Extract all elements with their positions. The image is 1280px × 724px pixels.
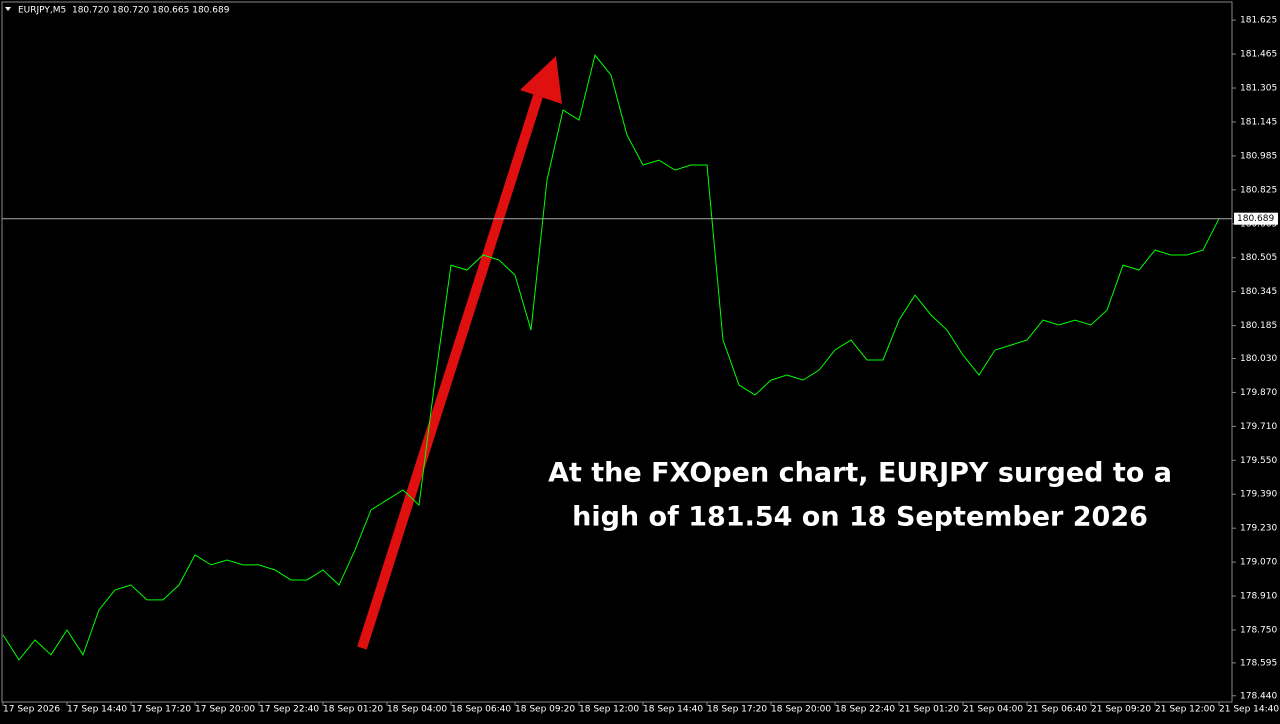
y-tick-label: 181.305	[1240, 84, 1277, 94]
dropdown-icon	[5, 7, 11, 11]
y-tick-label: 180.345	[1240, 287, 1277, 297]
y-tick-label: 181.625	[1240, 16, 1277, 26]
x-tick-label: 18 Sep 20:00	[771, 705, 831, 715]
y-tick-label: 181.145	[1240, 117, 1277, 127]
x-tick-label: 17 Sep 22:40	[259, 705, 319, 715]
y-tick-label: 180.825	[1240, 185, 1277, 195]
x-tick-label: 18 Sep 12:00	[579, 705, 639, 715]
x-tick-label: 21 Sep 09:20	[1091, 705, 1151, 715]
y-tick-label: 179.550	[1240, 456, 1277, 466]
x-tick-label: 21 Sep 06:40	[1027, 705, 1087, 715]
annotation: high of 181.54 on 18 September 2026	[572, 502, 1148, 533]
x-tick-label: 17 Sep 2026	[3, 705, 60, 715]
current-price-box	[1234, 212, 1278, 225]
x-tick-label: 21 Sep 04:00	[963, 705, 1023, 715]
y-tick-label: 178.595	[1240, 658, 1277, 668]
y-tick-label: 179.710	[1240, 422, 1277, 432]
x-tick-label: 18 Sep 06:40	[451, 705, 511, 715]
x-tick-label: 21 Sep 12:00	[1155, 705, 1215, 715]
y-tick-label: 179.390	[1240, 490, 1277, 500]
x-tick-label: 21 Sep 01:20	[899, 705, 959, 715]
current-price-label: 180.689	[1237, 214, 1274, 224]
plot-frame	[1, 1, 1233, 703]
price-line-series	[2, 54, 1220, 661]
x-tick-label: 17 Sep 17:20	[131, 705, 191, 715]
arrow	[357, 56, 562, 650]
x-tick-label: 18 Sep 14:40	[643, 705, 703, 715]
y-tick-label: 181.465	[1240, 50, 1277, 60]
y-tick-label: 180.505	[1240, 253, 1277, 263]
y-tick-label: 179.070	[1240, 558, 1277, 568]
y-tick-label: 178.750	[1240, 626, 1277, 636]
y-tick-label: 179.870	[1240, 388, 1277, 398]
y-tick-label: 180.185	[1240, 321, 1277, 331]
x-tick-label: 21 Sep 14:40	[1219, 705, 1279, 715]
x-tick-label: 17 Sep 14:40	[67, 705, 127, 715]
x-tick-label: 18 Sep 17:20	[707, 705, 767, 715]
x-tick-label: 18 Sep 01:20	[323, 705, 383, 715]
y-tick-label: 178.910	[1240, 592, 1277, 602]
x-tick-label: 18 Sep 09:20	[515, 705, 575, 715]
y-tick-label: 180.985	[1240, 151, 1277, 161]
annotation: At the FXOpen chart, EURJPY surged to a	[548, 458, 1172, 489]
x-tick-label: 18 Sep 22:40	[835, 705, 895, 715]
x-tick-label: 18 Sep 04:00	[387, 705, 447, 715]
y-tick-label: 179.230	[1240, 524, 1277, 534]
x-tick-label: 17 Sep 20:00	[195, 705, 255, 715]
header: EURJPY,M5 180.720 180.720 180.665 180.68…	[18, 6, 230, 16]
y-tick-label: 178.440	[1240, 691, 1277, 701]
y-tick-label: 180.030	[1240, 354, 1277, 364]
